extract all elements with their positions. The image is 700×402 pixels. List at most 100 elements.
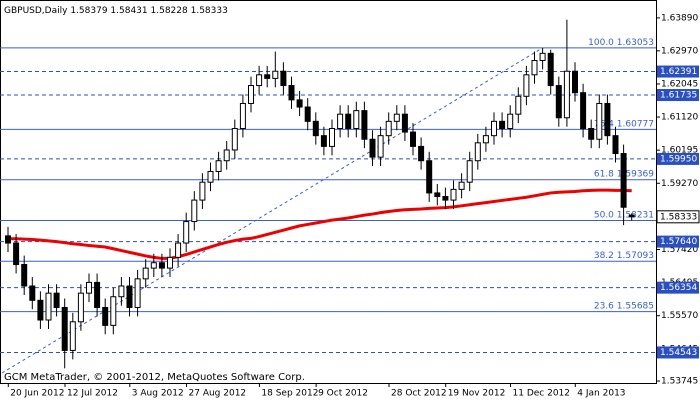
y-tick-label: 1.55570	[661, 311, 698, 321]
level-box	[657, 281, 699, 294]
candle-body	[596, 102, 603, 140]
y-tick-label: 1.59270	[661, 179, 698, 189]
x-tick-label: 28 Oct 2012	[391, 389, 447, 399]
candle-body	[572, 70, 578, 94]
candle-body	[337, 113, 344, 130]
candle-body	[118, 285, 125, 298]
candle-body	[555, 85, 562, 119]
fib-label: 76.4 1.60777	[594, 119, 654, 129]
candle-body	[458, 181, 465, 190]
level-box	[657, 346, 699, 359]
fib-price: 1.60777	[617, 119, 654, 129]
x-tick-label: 18 Sep 2012	[261, 389, 318, 399]
fib-price: 1.59369	[617, 169, 654, 179]
ohlc-value: 1.58431	[110, 6, 147, 16]
fib-label: 61.8 1.59369	[594, 169, 654, 179]
candle-body	[410, 131, 416, 147]
fib-ratio: 50.0	[594, 210, 614, 220]
x-tick-label: 20 Jun 2012	[10, 389, 64, 399]
candle-body	[207, 170, 214, 183]
level-label: 1.62391	[660, 67, 697, 77]
candle-body	[69, 321, 76, 351]
candle-body	[442, 196, 449, 201]
level-label: 1.57640	[660, 237, 697, 247]
candle-body	[158, 262, 165, 269]
y-tick-label: 1.53745	[661, 377, 698, 387]
fib-label: 23.6 1.55685	[594, 301, 654, 311]
y-tick-label: 1.62970	[661, 46, 698, 56]
candle-body	[167, 256, 173, 269]
candle-body	[580, 92, 587, 130]
chart-header: GBPUSD,Daily 1.58379 1.58431 1.58228 1.5…	[4, 6, 228, 16]
candle-body	[353, 110, 360, 130]
candle-body	[612, 135, 619, 155]
candle-body	[37, 299, 44, 321]
plot-frame	[0, 0, 657, 384]
candle-body	[29, 285, 36, 301]
ohlc-value: 1.58228	[151, 6, 188, 16]
candle-body	[288, 85, 295, 101]
candle-body	[507, 113, 514, 130]
ohlc-value: 1.58379	[70, 6, 107, 16]
fib-price: 1.57093	[617, 251, 654, 261]
x-tick-label: 11 Dec 2012	[513, 389, 571, 399]
source: GCM MetaTrader, © 2001-2012, MetaQuotes …	[4, 372, 305, 383]
candle-body	[426, 160, 433, 194]
candle-body	[531, 59, 538, 76]
candle-body	[628, 214, 635, 218]
candle-body	[126, 285, 133, 308]
candle-body	[450, 188, 457, 201]
level-box	[657, 65, 699, 78]
y-tick-label: 1.63890	[661, 13, 698, 23]
candle-body	[223, 149, 230, 162]
y-tick-label: 1.62045	[661, 79, 698, 89]
candle-body	[418, 145, 425, 162]
candle-body	[21, 264, 28, 287]
candle-body	[264, 74, 271, 79]
candle-body	[393, 113, 400, 122]
candle-body	[77, 292, 84, 323]
candle-body	[102, 306, 109, 326]
level-box	[657, 152, 699, 165]
fib-ratio: 23.6	[594, 301, 614, 311]
fib-ratio: 61.8	[594, 169, 614, 179]
candle-body	[515, 95, 522, 115]
candle-body	[304, 106, 311, 122]
candle-body	[199, 181, 206, 201]
current-price: 1.58333	[660, 212, 697, 222]
x-tick-label: 12 Jul 2012	[67, 389, 118, 399]
y-tick-label: 1.57420	[661, 245, 698, 255]
fib-label: 50.0 1.58231	[594, 210, 654, 220]
x-tick-label: 19 Nov 2012	[448, 389, 506, 399]
candle-body	[45, 292, 52, 321]
candle-body	[329, 128, 335, 147]
candle-body	[142, 267, 149, 280]
candle-body	[523, 74, 530, 97]
candle-body	[474, 142, 481, 162]
fib-ratio: 100.0	[588, 37, 614, 47]
candle-body	[312, 120, 319, 137]
level-label: 1.61735	[660, 91, 697, 101]
fib-label: 38.2 1.57093	[594, 251, 654, 261]
symbol: GBPUSD,Daily	[4, 6, 68, 16]
candle-body	[215, 160, 222, 172]
moving-average	[8, 188, 632, 260]
fib-price: 1.55685	[617, 301, 654, 311]
candle-body	[86, 281, 92, 294]
candle-body	[401, 113, 408, 133]
x-tick-label: 3 Aug 2012	[132, 389, 184, 399]
candle-body	[482, 135, 489, 144]
candle-body	[239, 102, 246, 130]
fib-ratio: 76.4	[594, 119, 614, 129]
candle-body	[563, 70, 570, 119]
ohlc-value: 1.58333	[191, 6, 228, 16]
candle-body	[547, 52, 554, 87]
candle-body	[150, 262, 157, 269]
level-box	[657, 235, 699, 248]
candle-body	[377, 135, 384, 158]
candle-body	[5, 235, 11, 244]
candle-body	[248, 85, 254, 104]
x-tick-label: 9 Oct 2012	[318, 389, 368, 399]
x-tick-label: 27 Aug 2012	[189, 389, 247, 399]
